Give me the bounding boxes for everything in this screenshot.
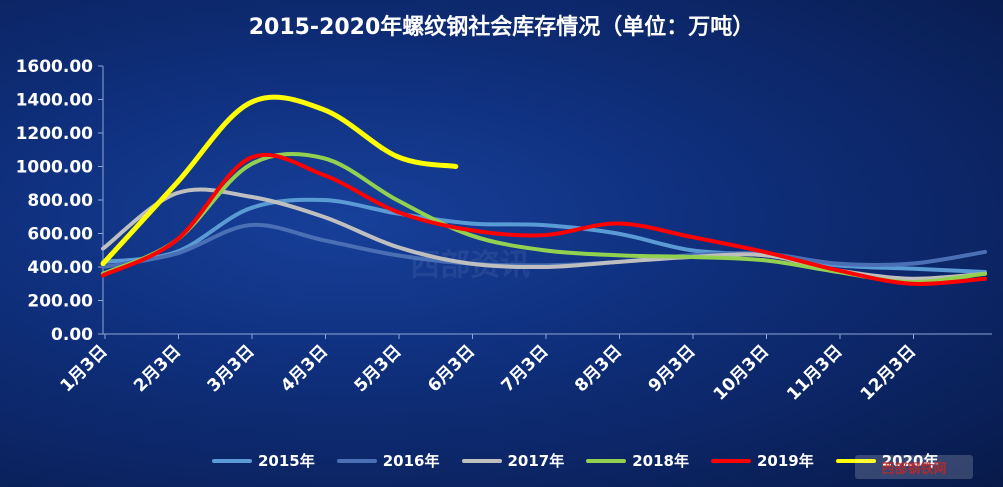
x-tick-label: 5月3日 bbox=[351, 341, 406, 396]
y-tick-label: 1600.00 bbox=[16, 57, 94, 77]
legend-label: 2018年 bbox=[632, 452, 689, 470]
legend-label: 2016年 bbox=[382, 452, 440, 470]
legend-swatch bbox=[711, 458, 751, 463]
legend-item: 2015年 bbox=[212, 450, 315, 471]
legend-swatch bbox=[461, 458, 502, 463]
series-line-4 bbox=[101, 152, 987, 286]
legend-label: 2020年 bbox=[881, 452, 939, 470]
legend-swatch bbox=[212, 458, 252, 463]
legend-item: 2020年 bbox=[835, 450, 939, 471]
legend-item: 2019年 bbox=[711, 450, 814, 471]
x-tick-label: 12月3日 bbox=[857, 341, 920, 404]
x-tick-label: 10月3日 bbox=[710, 341, 773, 404]
x-tick-label: 7月3日 bbox=[498, 341, 553, 396]
chart-title: 2015-2020年螺纹钢社会库存情况（单位：万吨） bbox=[248, 15, 755, 40]
series-line-5 bbox=[100, 94, 459, 267]
x-tick-label: 11月3日 bbox=[783, 341, 846, 404]
x-tick-label: 1月3日 bbox=[57, 341, 112, 396]
legend-swatch bbox=[586, 458, 627, 463]
x-tick-label: 4月3日 bbox=[277, 341, 332, 396]
y-tick-label: 1200.00 bbox=[16, 124, 94, 144]
legend-swatch bbox=[835, 458, 876, 463]
x-tick-label: 2月3日 bbox=[130, 341, 185, 396]
legend-swatch bbox=[336, 458, 377, 463]
x-tick-label: 9月3日 bbox=[645, 341, 700, 396]
y-tick-label: 1400.00 bbox=[16, 91, 94, 111]
y-tick-label: 800.00 bbox=[27, 191, 93, 211]
y-tick-label: 600.00 bbox=[27, 225, 93, 245]
x-tick-label: 3月3日 bbox=[204, 341, 259, 396]
legend-item: 2018年 bbox=[586, 450, 689, 471]
x-tick-label: 6月3日 bbox=[424, 341, 479, 396]
legend-label: 2017年 bbox=[507, 452, 565, 470]
y-tick-label: 0.00 bbox=[51, 325, 93, 345]
chart-legend: 2015年 2016年 2017年 2018年 2019年 2020年 bbox=[212, 450, 939, 471]
legend-item: 2017年 bbox=[461, 450, 565, 471]
y-tick-label: 400.00 bbox=[27, 258, 93, 278]
x-tick-label: 8月3日 bbox=[571, 341, 626, 396]
legend-label: 2015年 bbox=[258, 452, 315, 470]
series-line-1 bbox=[101, 222, 987, 269]
y-tick-label: 1000.00 bbox=[16, 158, 94, 178]
legend-item: 2016年 bbox=[336, 450, 440, 471]
legend-label: 2019年 bbox=[757, 452, 814, 470]
y-tick-label: 200.00 bbox=[27, 292, 93, 312]
watermark-logo: 西部钢铁网 bbox=[855, 455, 973, 479]
